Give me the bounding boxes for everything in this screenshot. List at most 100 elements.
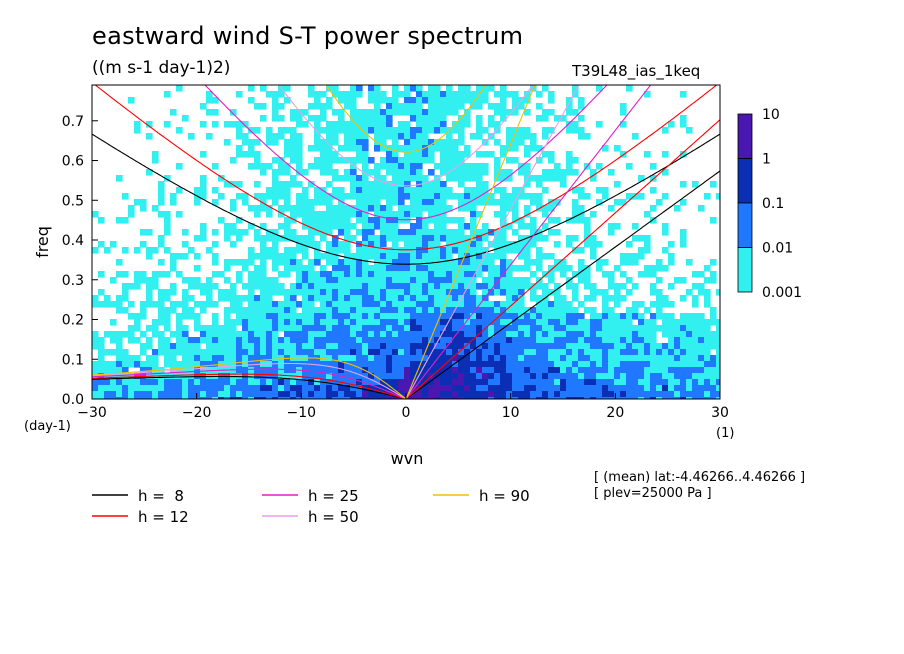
power-cell bbox=[140, 313, 147, 320]
power-cell bbox=[224, 331, 231, 338]
power-cell bbox=[560, 307, 567, 314]
power-cell bbox=[494, 163, 501, 170]
power-cell bbox=[416, 97, 423, 104]
power-cell bbox=[152, 355, 159, 362]
power-cell bbox=[236, 121, 243, 128]
power-cell bbox=[302, 337, 309, 344]
power-cell bbox=[506, 367, 513, 374]
power-cell bbox=[512, 301, 519, 308]
legend-label: h = 25 bbox=[308, 487, 359, 505]
power-cell bbox=[464, 97, 471, 104]
power-cell bbox=[596, 85, 603, 92]
power-cell bbox=[248, 97, 255, 104]
power-cell bbox=[368, 253, 375, 260]
power-cell bbox=[560, 349, 567, 356]
power-cell bbox=[284, 361, 291, 368]
power-cell bbox=[152, 247, 159, 254]
power-cell bbox=[200, 337, 207, 344]
power-cell bbox=[680, 199, 687, 206]
power-cell bbox=[608, 223, 615, 230]
power-cell bbox=[398, 217, 405, 224]
power-cell bbox=[350, 193, 357, 200]
power-cell bbox=[278, 361, 285, 368]
power-cell bbox=[374, 301, 381, 308]
power-cell bbox=[446, 187, 453, 194]
power-cell bbox=[668, 349, 675, 356]
power-cell bbox=[290, 259, 297, 266]
power-cell bbox=[488, 379, 495, 386]
power-cell bbox=[674, 319, 681, 326]
power-cell bbox=[254, 385, 261, 392]
power-cell bbox=[506, 277, 513, 284]
power-cell bbox=[224, 385, 231, 392]
power-cell bbox=[710, 313, 717, 320]
power-cell bbox=[272, 379, 279, 386]
power-cell bbox=[536, 313, 543, 320]
power-cell bbox=[338, 385, 345, 392]
power-cell bbox=[182, 253, 189, 260]
power-cell bbox=[590, 169, 597, 176]
power-cell bbox=[698, 391, 705, 398]
power-cell bbox=[674, 391, 681, 398]
power-cell bbox=[650, 283, 657, 290]
power-cell bbox=[482, 199, 489, 206]
power-cell bbox=[602, 289, 609, 296]
power-cell bbox=[536, 325, 543, 332]
power-cell bbox=[320, 361, 327, 368]
power-cell bbox=[254, 151, 261, 158]
power-cell bbox=[554, 163, 561, 170]
power-cell bbox=[584, 223, 591, 230]
power-cell bbox=[374, 97, 381, 104]
power-cell bbox=[92, 247, 99, 254]
power-cell bbox=[470, 133, 477, 140]
power-cell bbox=[554, 397, 561, 399]
power-cell bbox=[326, 247, 333, 254]
power-cell bbox=[416, 145, 423, 152]
power-cell bbox=[428, 319, 435, 326]
power-cell bbox=[590, 307, 597, 314]
power-cell bbox=[236, 361, 243, 368]
power-cell bbox=[536, 91, 543, 98]
power-cell bbox=[668, 325, 675, 332]
power-cell bbox=[290, 283, 297, 290]
power-cell bbox=[446, 163, 453, 170]
power-cell bbox=[176, 361, 183, 368]
power-cell bbox=[470, 319, 477, 326]
power-cell bbox=[518, 307, 525, 314]
power-cell bbox=[152, 283, 159, 290]
power-cell bbox=[578, 385, 585, 392]
power-cell bbox=[458, 103, 465, 110]
power-cell bbox=[620, 283, 627, 290]
power-cell bbox=[296, 271, 303, 278]
power-cell bbox=[386, 253, 393, 260]
power-cell bbox=[146, 283, 153, 290]
power-cell bbox=[326, 121, 333, 128]
power-cell bbox=[380, 91, 387, 98]
power-cell bbox=[434, 127, 441, 134]
power-cell bbox=[344, 385, 351, 392]
power-cell bbox=[494, 343, 501, 350]
power-cell bbox=[368, 289, 375, 296]
power-cell bbox=[296, 109, 303, 116]
power-cell bbox=[260, 193, 267, 200]
power-cell bbox=[224, 391, 231, 398]
power-cell bbox=[410, 331, 417, 338]
power-cell bbox=[446, 247, 453, 254]
power-cell bbox=[506, 391, 513, 398]
power-cell bbox=[164, 337, 171, 344]
power-cell bbox=[416, 361, 423, 368]
power-cell bbox=[428, 229, 435, 236]
power-cell bbox=[146, 325, 153, 332]
power-cell bbox=[278, 367, 285, 374]
power-cell bbox=[386, 163, 393, 170]
power-cell bbox=[362, 199, 369, 206]
power-cell bbox=[116, 337, 123, 344]
power-cell bbox=[566, 121, 573, 128]
power-cell bbox=[380, 229, 387, 236]
power-cell bbox=[458, 181, 465, 188]
power-cell bbox=[374, 169, 381, 176]
power-cell bbox=[104, 379, 111, 386]
power-cell bbox=[296, 169, 303, 176]
power-cell bbox=[140, 385, 147, 392]
